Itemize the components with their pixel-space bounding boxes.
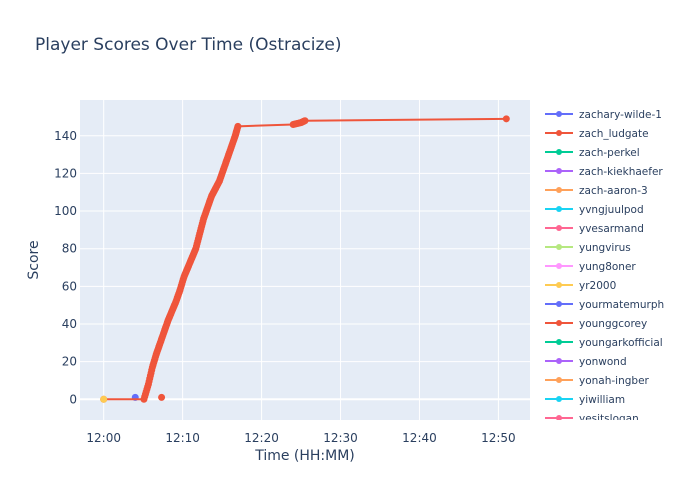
legend-label: yiwilliam <box>579 394 625 406</box>
legend-item-youngarkofficial[interactable]: youngarkofficial <box>545 337 663 349</box>
grid <box>80 100 530 420</box>
legend-marker-icon <box>556 111 562 117</box>
legend-item-yvngjuulpod[interactable]: yvngjuulpod <box>545 204 644 216</box>
legend-label: zach-kiekhaefer <box>579 166 663 178</box>
legend-item-yourmatemurph[interactable]: yourmatemurph <box>545 299 664 311</box>
legend-item-zach-kiekhaefer[interactable]: zach-kiekhaefer <box>545 166 663 178</box>
data-point <box>301 117 309 125</box>
legend-label: yonah-ingber <box>579 375 650 387</box>
y-axis-label: Score <box>26 240 42 279</box>
legend-item-zach_ludgate[interactable]: zach_ludgate <box>545 128 649 140</box>
legend-label: yungvirus <box>579 242 631 254</box>
legend-marker-icon <box>556 206 562 212</box>
x-tick-label: 12:10 <box>165 431 200 445</box>
legend-marker-icon <box>556 244 562 250</box>
y-tick-label: 100 <box>54 204 77 218</box>
legend-item-younggcorey[interactable]: younggcorey <box>545 318 647 330</box>
legend-label: zachary-wilde-1 <box>579 109 662 121</box>
legend-label: zach-perkel <box>579 147 640 159</box>
legend-marker-icon <box>556 339 562 345</box>
data-point <box>234 122 242 130</box>
legend-item-zach-perkel[interactable]: zach-perkel <box>545 147 640 159</box>
plot-area <box>80 100 530 420</box>
y-tick-label: 20 <box>62 355 77 369</box>
legend-item-yiwilliam[interactable]: yiwilliam <box>545 394 625 406</box>
x-tick-label: 12:00 <box>86 431 121 445</box>
legend-marker-icon <box>556 149 562 155</box>
x-tick-label: 12:40 <box>402 431 437 445</box>
legend-item-yung8oner[interactable]: yung8oner <box>545 261 636 273</box>
x-tick-label: 12:20 <box>244 431 279 445</box>
legend-item-yonwond[interactable]: yonwond <box>545 356 627 368</box>
series-group <box>100 115 510 403</box>
legend-label: zach-aaron-3 <box>579 185 648 197</box>
chart-title: Player Scores Over Time (Ostracize) <box>35 35 342 55</box>
legend-marker-icon <box>556 282 562 288</box>
legend-item-zachary-wilde-1[interactable]: zachary-wilde-1 <box>545 109 662 121</box>
legend-item-yonah-ingber[interactable]: yonah-ingber <box>545 375 650 387</box>
legend-item-yungvirus[interactable]: yungvirus <box>545 242 631 254</box>
x-axis-label: Time (HH:MM) <box>254 448 355 464</box>
legend-marker-icon <box>556 301 562 307</box>
legend-label: younggcorey <box>579 318 647 330</box>
legend-label: yung8oner <box>579 261 636 273</box>
axis-ticks: 12:00 12:10 12:20 12:30 12:40 12:50 0 20 40 60 80 1… <box>54 129 516 445</box>
legend-marker-icon <box>556 187 562 193</box>
series-younggcorey <box>158 393 166 401</box>
legend-label: zach_ludgate <box>579 128 649 140</box>
legend-item-yvesarmand[interactable]: yvesarmand <box>545 223 644 235</box>
series-yr2000 <box>100 395 108 403</box>
y-tick-label: 60 <box>62 279 77 293</box>
legend-label: yonwond <box>579 356 627 368</box>
legend-marker-icon <box>556 225 562 231</box>
y-tick-label: 0 <box>69 392 77 406</box>
x-tick-label: 12:50 <box>481 431 516 445</box>
x-tick-label: 12:30 <box>323 431 358 445</box>
y-tick-label: 40 <box>62 317 77 331</box>
data-point <box>100 395 108 403</box>
legend-marker-icon <box>556 320 562 326</box>
data-point <box>502 115 510 123</box>
legend-label: yvesarmand <box>579 223 644 235</box>
data-point <box>158 393 166 401</box>
legend-marker-icon <box>556 168 562 174</box>
legend-label: yr2000 <box>579 280 616 292</box>
y-tick-label: 140 <box>54 129 77 143</box>
legend-item-yesitslogan[interactable]: yesitslogan <box>545 413 639 425</box>
legend-label: youngarkofficial <box>579 337 663 349</box>
y-tick-label: 80 <box>62 242 77 256</box>
legend-marker-icon <box>556 415 562 420</box>
legend-label: yourmatemurph <box>579 299 664 311</box>
legend-marker-icon <box>556 358 562 364</box>
legend-label: yesitslogan <box>579 413 639 425</box>
y-tick-label: 120 <box>54 166 77 180</box>
legend-marker-icon <box>556 396 562 402</box>
legend-marker-icon <box>556 377 562 383</box>
legend-label: yvngjuulpod <box>579 204 644 216</box>
legend-item-yr2000[interactable]: yr2000 <box>545 280 616 292</box>
legend-item-zach-aaron-3[interactable]: zach-aaron-3 <box>545 185 648 197</box>
legend-marker-icon <box>556 263 562 269</box>
legend[interactable]: zachary-wilde-1 zach_ludgate zach-perkel za… <box>545 109 664 425</box>
series-zach_ludgate <box>100 115 510 403</box>
legend-marker-icon <box>556 130 562 136</box>
